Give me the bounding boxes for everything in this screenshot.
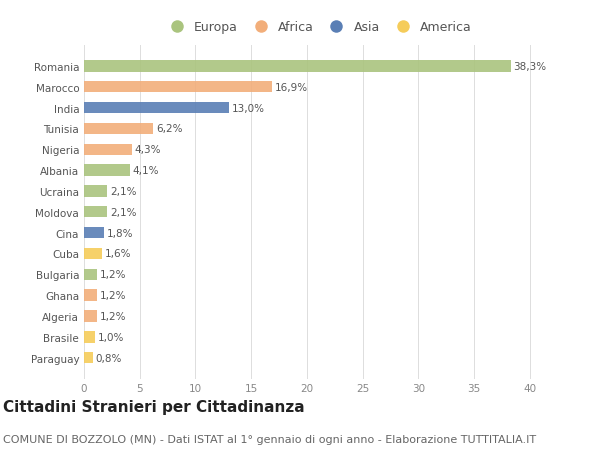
Text: 6,2%: 6,2% <box>156 124 182 134</box>
Text: 38,3%: 38,3% <box>514 62 547 72</box>
Bar <box>84 311 97 322</box>
Bar <box>84 248 102 260</box>
Text: 1,0%: 1,0% <box>98 332 124 342</box>
Legend: Europa, Africa, Asia, America: Europa, Africa, Asia, America <box>161 19 475 37</box>
Bar <box>84 331 95 343</box>
Text: 16,9%: 16,9% <box>275 83 308 93</box>
Text: 1,6%: 1,6% <box>104 249 131 259</box>
Text: 2,1%: 2,1% <box>110 207 137 217</box>
Bar <box>84 165 130 176</box>
Text: 1,2%: 1,2% <box>100 270 127 280</box>
Bar <box>84 123 153 135</box>
Text: 2,1%: 2,1% <box>110 186 137 196</box>
Text: 0,8%: 0,8% <box>96 353 122 363</box>
Text: 4,3%: 4,3% <box>135 145 161 155</box>
Text: 13,0%: 13,0% <box>232 103 265 113</box>
Bar <box>84 352 93 364</box>
Bar <box>84 61 511 73</box>
Bar <box>84 144 132 156</box>
Bar <box>84 186 107 197</box>
Bar <box>84 103 229 114</box>
Text: 1,2%: 1,2% <box>100 311 127 321</box>
Text: 4,1%: 4,1% <box>133 166 159 176</box>
Bar <box>84 290 97 301</box>
Bar <box>84 82 272 93</box>
Text: 1,8%: 1,8% <box>107 228 133 238</box>
Text: Cittadini Stranieri per Cittadinanza: Cittadini Stranieri per Cittadinanza <box>3 399 305 414</box>
Bar <box>84 227 104 239</box>
Bar <box>84 207 107 218</box>
Text: COMUNE DI BOZZOLO (MN) - Dati ISTAT al 1° gennaio di ogni anno - Elaborazione TU: COMUNE DI BOZZOLO (MN) - Dati ISTAT al 1… <box>3 434 536 444</box>
Bar <box>84 269 97 280</box>
Text: 1,2%: 1,2% <box>100 291 127 301</box>
